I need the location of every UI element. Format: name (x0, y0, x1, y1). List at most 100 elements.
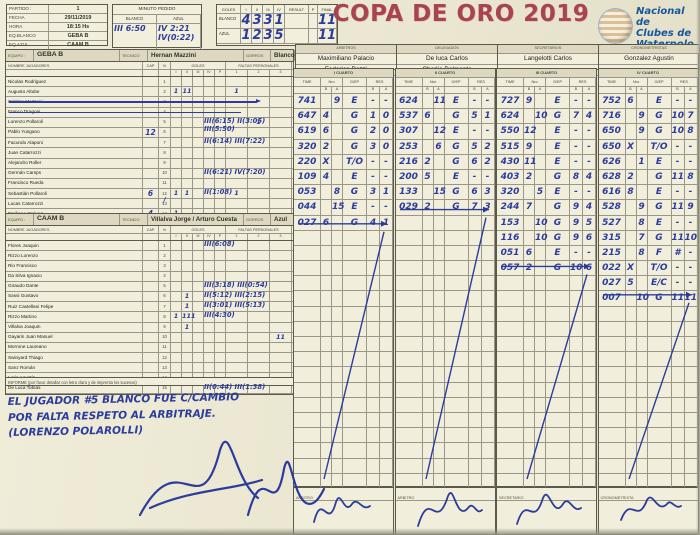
goal-cell (171, 117, 182, 127)
nro-b-cell: 7 (524, 200, 535, 215)
foul-cell (226, 322, 248, 332)
gep-cell (445, 215, 469, 230)
goals-score-value: 2 (252, 28, 262, 43)
gep-cell (648, 443, 672, 458)
quarter-row: 022 X T/O - - (598, 261, 698, 277)
res-b-cell: - (570, 154, 583, 169)
res-b-cell: - (672, 94, 685, 109)
res-a-cell: - (380, 94, 393, 109)
nro-b-cell: 6 (321, 215, 332, 230)
time-cell: 616 (599, 185, 626, 200)
tecnico-value: Hernan Mazzini (148, 50, 244, 61)
quarter-row: 647 4 G 1 0 (294, 109, 393, 125)
goal-cell (171, 342, 182, 353)
nro-b-cell (626, 412, 637, 428)
nro-a-cell (535, 276, 546, 291)
gep-cell (343, 245, 367, 261)
gep-cell: F (648, 245, 672, 261)
nro-a-cell (535, 443, 546, 458)
spacer (396, 87, 423, 93)
nro-b-cell (524, 458, 535, 473)
quarter-row: 051 6 E - - (497, 245, 596, 262)
nro-b-header: B (321, 87, 332, 93)
nro-b-cell (423, 261, 434, 276)
foul-cell (226, 291, 248, 302)
scan-shadow (0, 528, 700, 535)
timeout-entry-blanco: III 6:50 (114, 24, 146, 33)
foul-cell (226, 158, 248, 168)
res-a-cell (482, 321, 495, 336)
nro-b-cell (321, 94, 332, 109)
nro-b-cell (321, 352, 332, 367)
res-b-cell: - (469, 124, 482, 139)
res-a-cell: 3 (482, 200, 495, 215)
goals-score-cell: 1 (274, 13, 285, 29)
foul-cell: 1 (248, 117, 270, 127)
res-b-cell (469, 291, 482, 306)
foul-cell (226, 117, 248, 127)
gep-cell: G (648, 109, 672, 124)
res-b-cell (570, 291, 583, 306)
team-col-subheaders: I II III IV P 1 2 3 (6, 70, 293, 77)
goal-cell (182, 342, 193, 353)
foul-cell (226, 168, 248, 178)
goals-col-header: RESULT (285, 5, 309, 14)
gep-cell: G (343, 109, 367, 124)
player-row: Gayarin Juan Manuel 10 11 (6, 332, 293, 343)
res-b-cell: 9 (570, 200, 583, 215)
foul-cell (226, 107, 248, 117)
foul-cell (248, 87, 270, 97)
cap-cell (143, 138, 159, 148)
goles-subcol: P (215, 234, 226, 240)
player-number: 12/ (159, 189, 171, 205)
time-cell: 253 (396, 139, 423, 154)
n-col-header: N (159, 226, 171, 233)
goal-mark: 1 (184, 291, 190, 300)
nro-a-cell: 8 (637, 245, 648, 261)
gep-cell: G (343, 215, 367, 230)
timeout-col-blanco: BLANCO (113, 15, 157, 23)
goals-score-cell (309, 29, 318, 44)
nro-b-cell (423, 367, 434, 382)
time-cell: 650 (599, 124, 626, 139)
goal-cell (171, 302, 182, 312)
quarter-row (395, 306, 495, 322)
goal-cell (171, 281, 182, 291)
foul-cell (248, 138, 270, 148)
nro-b-cell (423, 94, 434, 109)
nro-a-cell (637, 276, 648, 291)
gep-cell (546, 337, 570, 352)
gorros-value: Azul (271, 214, 295, 225)
gep-cell (343, 321, 367, 336)
res-b-cell: - (672, 154, 685, 169)
quarter-row (294, 306, 393, 322)
foul-annotation: II(6:14) III(7:22) (204, 137, 266, 146)
waterpolo-ball-icon (598, 8, 633, 44)
goals-score-value: 3 (263, 13, 273, 28)
quarter-row (294, 337, 393, 353)
quarter-col-headers: TIME Nro G/EP RES (598, 78, 698, 87)
foul-cell (270, 168, 292, 178)
quarter-row: 403 2 G 8 4 (497, 169, 596, 186)
nro-a-cell: 10 (637, 291, 649, 306)
res-b-cell (367, 261, 380, 276)
gep-cell (648, 306, 672, 321)
goal-cell (215, 312, 226, 322)
foul-cell (270, 261, 292, 271)
foul-cell (226, 363, 248, 373)
player-name: Sassi Gustavo (6, 291, 143, 302)
res-b-cell (469, 321, 482, 336)
gep-cell (343, 397, 367, 412)
player-name: Lorenzo Pollaroli (6, 117, 143, 127)
foul-cell (270, 241, 292, 251)
player-row: Ruiz Castellani Felipe 7 1 II(3:01) III(5:1… (6, 301, 293, 313)
quarter-row: 727 9 E - - (497, 94, 596, 110)
res-b-cell: 11 (672, 230, 685, 245)
official-role: DELEGADOS (397, 45, 497, 54)
res-b-header: B (367, 87, 380, 93)
info-value: 1 (76, 5, 80, 12)
foul-cell (226, 138, 248, 148)
gep-cell (445, 245, 469, 261)
